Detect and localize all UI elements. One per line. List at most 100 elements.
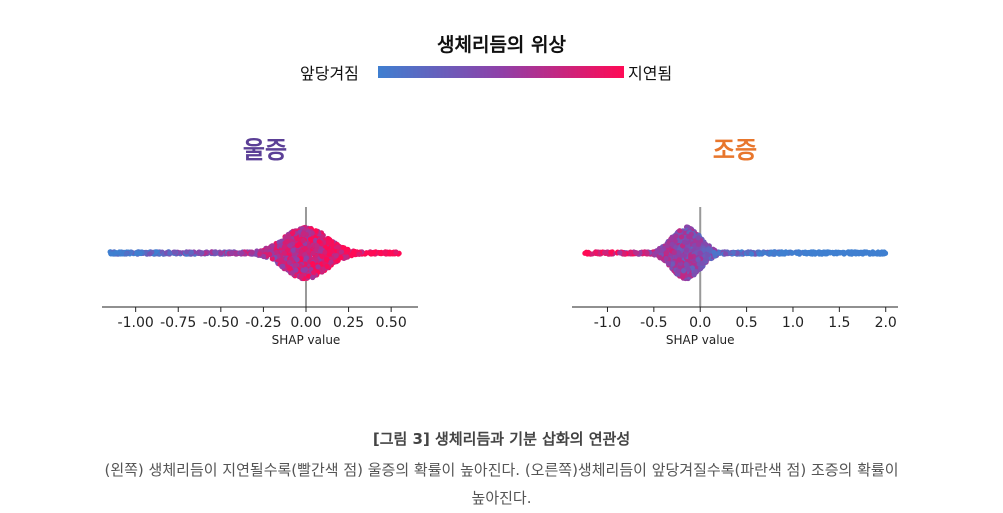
data-point	[269, 243, 275, 249]
data-point	[278, 257, 284, 263]
data-point	[859, 249, 865, 256]
x-tick-label: -1.00	[118, 315, 154, 331]
data-point	[324, 263, 330, 270]
data-point	[123, 251, 129, 257]
data-point	[617, 250, 623, 256]
data-point	[319, 253, 325, 259]
data-point	[663, 255, 669, 261]
data-point	[338, 255, 344, 261]
x-tick-label: -0.75	[160, 315, 196, 331]
data-point	[290, 230, 296, 236]
data-point	[634, 250, 640, 256]
data-point	[287, 243, 293, 249]
data-point	[260, 253, 267, 260]
data-point	[212, 249, 218, 255]
data-point	[294, 235, 300, 241]
chart-title-mania: 조증	[712, 136, 758, 164]
data-point	[691, 243, 698, 249]
data-point	[249, 249, 255, 255]
data-point	[393, 249, 399, 255]
data-point	[695, 235, 701, 241]
data-point	[695, 257, 701, 263]
data-point	[795, 250, 801, 256]
data-point	[757, 251, 763, 257]
data-point	[767, 250, 773, 257]
data-point	[789, 250, 795, 256]
data-point	[356, 251, 362, 257]
data-point	[281, 244, 288, 250]
x-tick-label: 0.00	[290, 315, 321, 331]
figure-caption-body: (왼쪽) 생체리듬이 지연될수록(빨간색 점) 울증의 확률이 높아진다. (오…	[0, 456, 1003, 512]
data-point	[678, 234, 685, 240]
data-point	[673, 233, 679, 239]
x-tick-label: 0.0	[689, 315, 711, 331]
data-point	[608, 249, 614, 255]
data-point	[335, 244, 341, 250]
x-axis-label: SHAP value	[272, 333, 341, 347]
data-point	[657, 255, 663, 261]
data-point	[664, 250, 670, 256]
color-legend: 앞당겨짐 지연됨	[0, 60, 1003, 84]
data-point	[343, 247, 350, 253]
data-point	[338, 249, 345, 255]
data-point	[311, 270, 317, 276]
data-point	[683, 261, 689, 267]
data-point	[307, 236, 314, 242]
figure-caption-title: [그림 3] 생체리듬과 기분 삽화의 연관성	[372, 430, 631, 448]
data-point	[817, 250, 823, 256]
data-point	[803, 249, 810, 256]
data-point	[675, 249, 682, 256]
beeswarm-chart-mania: -1.0 -0.5 0.0 0.5 1.0 1.5 2.0 SHAP value	[572, 207, 898, 347]
data-point	[267, 251, 273, 257]
data-point	[676, 257, 682, 263]
data-point	[691, 272, 697, 278]
data-point	[683, 247, 690, 253]
data-point	[841, 249, 847, 255]
data-point	[669, 261, 675, 267]
data-point	[290, 247, 296, 253]
data-point	[315, 264, 321, 270]
data-point	[628, 249, 634, 255]
data-point	[686, 233, 692, 240]
legend-low-label: 앞당겨짐	[300, 64, 359, 83]
data-point	[108, 251, 114, 257]
data-point	[705, 247, 711, 253]
data-point	[368, 250, 374, 257]
data-point	[689, 265, 696, 271]
x-axis-label: SHAP value	[666, 333, 735, 347]
data-point	[228, 250, 235, 256]
data-point	[654, 249, 660, 255]
data-point	[152, 249, 159, 255]
legend-title: 생체리듬의 위상	[437, 34, 566, 56]
data-point	[171, 249, 177, 255]
data-point	[128, 249, 134, 255]
data-point	[699, 260, 706, 266]
data-point	[316, 239, 322, 245]
x-tick-label: -0.25	[245, 315, 281, 331]
data-point	[659, 247, 665, 254]
data-point	[846, 249, 852, 255]
data-point	[257, 251, 263, 257]
data-point	[309, 274, 316, 281]
data-point	[675, 268, 681, 274]
beeswarm-chart-depression: -1.00 -0.75 -0.50 -0.25 0.00 0.25 0.50 SHAP val…	[102, 207, 418, 347]
data-point	[748, 251, 755, 257]
caption-line-2: 높아진다.	[471, 489, 532, 507]
data-point	[771, 251, 777, 257]
data-point	[695, 241, 702, 247]
data-point	[827, 250, 833, 256]
data-point	[677, 228, 683, 234]
data-point	[665, 260, 672, 267]
data-point	[621, 251, 627, 257]
data-point	[811, 250, 817, 257]
data-point	[303, 255, 310, 261]
caption-line-1: (왼쪽) 생체리듬이 지연될수록(빨간색 점) 울증의 확률이 높아진다. (오…	[104, 461, 899, 479]
chart-title-depression: 울증	[242, 136, 288, 164]
data-point	[286, 233, 292, 239]
data-point	[669, 241, 675, 247]
data-point	[703, 256, 709, 262]
data-point	[292, 262, 299, 269]
data-point	[872, 251, 878, 257]
x-tick-label: 1.0	[782, 315, 804, 331]
data-point	[233, 251, 239, 257]
